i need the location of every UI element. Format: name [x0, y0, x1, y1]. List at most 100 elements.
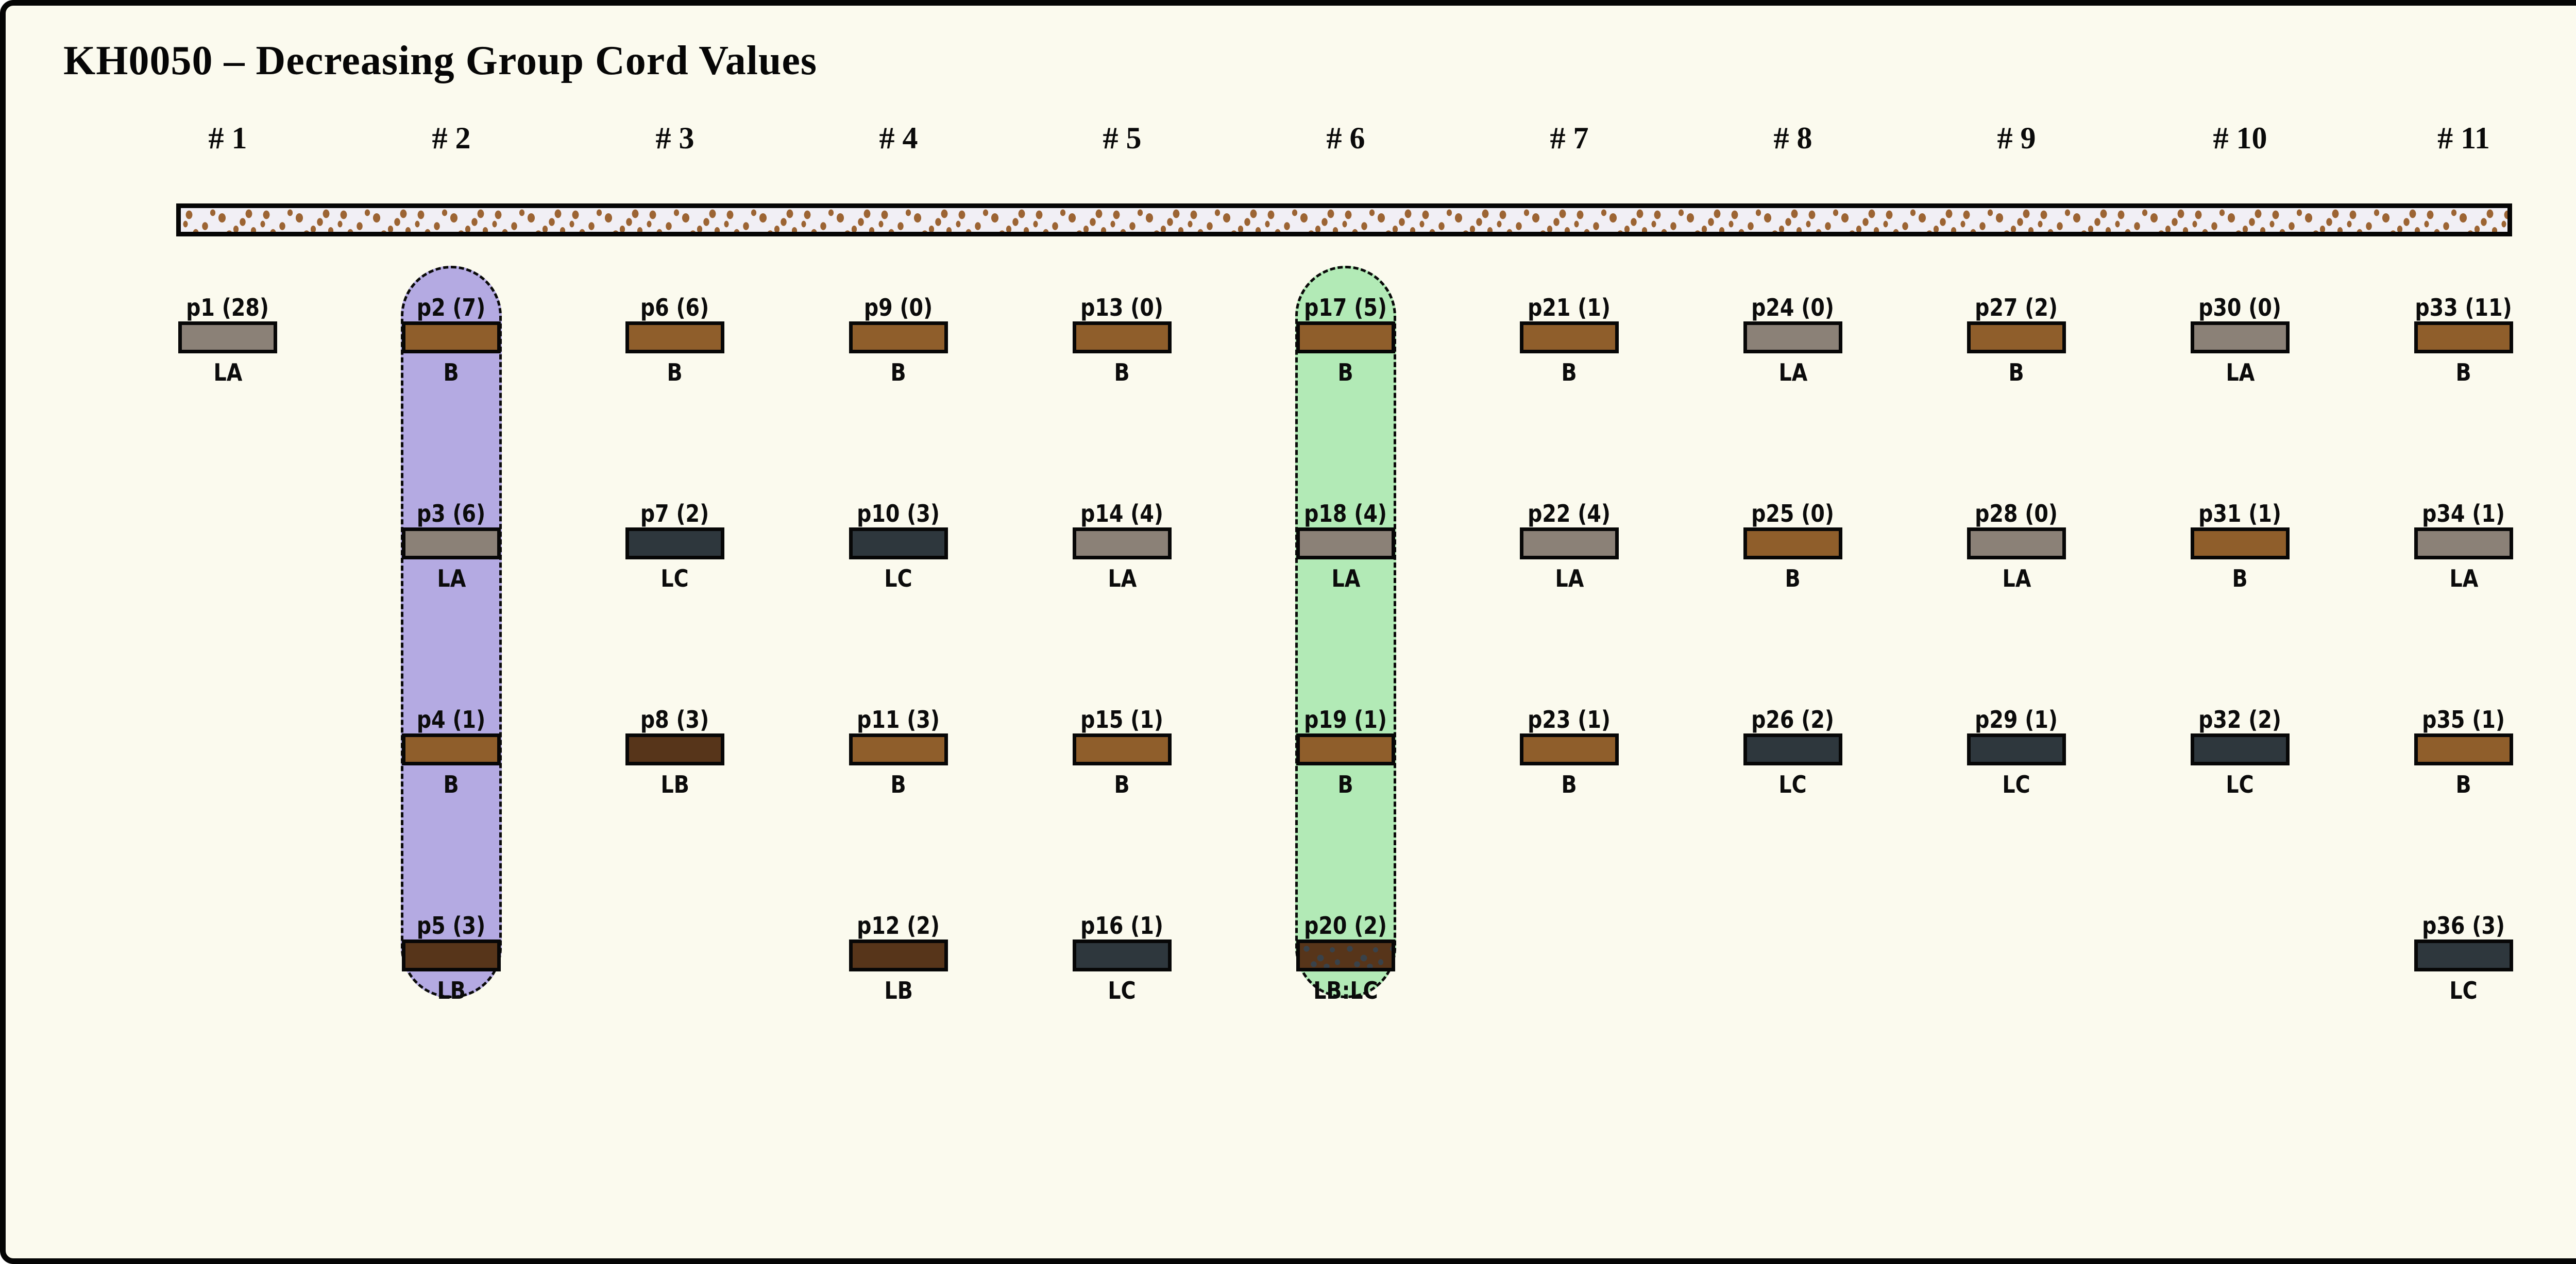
- item-label: p2 (7): [379, 292, 523, 321]
- item-label: p8 (3): [603, 704, 747, 733]
- item-label-text: p8 (3): [640, 706, 709, 733]
- item-type-label: B: [1721, 559, 1865, 592]
- cord-item-p12: p12 (2) LB: [826, 910, 971, 1004]
- item-type-bar: [1073, 940, 1172, 971]
- item-label-text: p23 (1): [1528, 706, 1611, 733]
- item-type-label: B: [1050, 353, 1194, 386]
- item-label-text: p5 (3): [417, 912, 486, 940]
- column-header-1: # 1: [208, 121, 247, 155]
- item-type-bar: [1296, 733, 1395, 765]
- item-type-label: LA: [1944, 559, 2089, 592]
- item-type-bar: [1296, 321, 1395, 353]
- item-label-text: p16 (1): [1080, 912, 1164, 940]
- item-label-text: p32 (2): [2198, 706, 2282, 733]
- item-type-label: B: [2168, 559, 2312, 592]
- item-type-label: LA: [2168, 353, 2312, 386]
- item-type-label: LC: [2392, 971, 2536, 1004]
- item-type-label: LB:LC: [1274, 971, 1418, 1004]
- item-type-text: B: [2455, 771, 2472, 798]
- cord-item-p19: p19 (1) B: [1274, 704, 1418, 798]
- cord-item-p30: p30 (0) LA: [2168, 292, 2312, 386]
- item-label-text: p11 (3): [857, 706, 940, 733]
- item-type-label: B: [826, 353, 971, 386]
- cord-item-p5: p5 (3) LB: [379, 910, 523, 1004]
- item-type-label: LC: [1944, 765, 2089, 798]
- item-label-text: p17 (5): [1304, 294, 1387, 321]
- item-label: p3 (6): [379, 498, 523, 527]
- column-header-6: # 6: [1326, 121, 1365, 155]
- item-label-text: p27 (2): [1975, 294, 2058, 321]
- item-label: p21 (1): [1497, 292, 1641, 321]
- item-label-text: p21 (1): [1528, 294, 1611, 321]
- item-type-bar: [1743, 733, 1842, 765]
- item-type-text: LA: [437, 565, 466, 592]
- item-type-label: LC: [1721, 765, 1865, 798]
- item-label: p14 (4): [1050, 498, 1194, 527]
- item-type-text: LA: [2002, 565, 2031, 592]
- item-type-bar: [849, 527, 948, 559]
- item-type-label: LA: [1721, 353, 1865, 386]
- item-label-text: p1 (28): [186, 294, 269, 321]
- item-label: p28 (0): [1944, 498, 2089, 527]
- item-type-label: LB: [603, 765, 747, 798]
- item-label-text: p18 (4): [1304, 500, 1387, 527]
- item-label: p5 (3): [379, 910, 523, 940]
- item-type-bar: [2191, 321, 2290, 353]
- item-type-bar: [402, 321, 501, 353]
- item-label: p34 (1): [2392, 498, 2536, 527]
- item-type-bar: [849, 733, 948, 765]
- item-type-label: LC: [603, 559, 747, 592]
- column-header-3: # 3: [655, 121, 694, 155]
- cord-item-p4: p4 (1) B: [379, 704, 523, 798]
- item-label-text: p6 (6): [640, 294, 709, 321]
- cord-item-p9: p9 (0) B: [826, 292, 971, 386]
- item-type-bar: [1520, 733, 1619, 765]
- item-label-text: p28 (0): [1975, 500, 2058, 527]
- item-label: p26 (2): [1721, 704, 1865, 733]
- item-type-bar: [2414, 527, 2513, 559]
- item-type-text: LB:LC: [1313, 977, 1378, 1004]
- item-type-label: LC: [2168, 765, 2312, 798]
- item-label-text: p19 (1): [1304, 706, 1387, 733]
- cord-item-p13: p13 (0) B: [1050, 292, 1194, 386]
- item-label: p30 (0): [2168, 292, 2312, 321]
- item-label-text: p22 (4): [1528, 500, 1611, 527]
- item-type-label: LC: [826, 559, 971, 592]
- item-type-bar: [2191, 527, 2290, 559]
- cord-item-p7: p7 (2) LC: [603, 498, 747, 592]
- item-type-bar: [1296, 527, 1395, 559]
- highlight-capsule-green: [1295, 266, 1396, 998]
- item-type-label: LC: [1050, 971, 1194, 1004]
- item-type-text: B: [2008, 358, 2025, 386]
- item-type-bar: [1073, 321, 1172, 353]
- item-type-bar: [1296, 940, 1395, 971]
- item-type-label: B: [379, 765, 523, 798]
- cord-item-p26: p26 (2) LC: [1721, 704, 1865, 798]
- item-type-text: B: [443, 771, 460, 798]
- cord-item-p23: p23 (1) B: [1497, 704, 1641, 798]
- cord-item-p3: p3 (6) LA: [379, 498, 523, 592]
- item-type-text: LC: [1108, 977, 1137, 1004]
- item-type-bar: [1520, 527, 1619, 559]
- column-header-2: # 2: [432, 121, 471, 155]
- item-type-bar: [402, 733, 501, 765]
- item-label: p6 (6): [603, 292, 747, 321]
- item-type-label: LA: [156, 353, 300, 386]
- item-type-text: LA: [1108, 565, 1137, 592]
- item-type-text: LC: [2002, 771, 2031, 798]
- item-type-text: LA: [1331, 565, 1360, 592]
- item-type-bar: [625, 321, 724, 353]
- item-type-label: B: [1274, 353, 1418, 386]
- item-type-label: LB: [379, 971, 523, 1004]
- item-label: p23 (1): [1497, 704, 1641, 733]
- item-label: p27 (2): [1944, 292, 2089, 321]
- item-type-text: B: [2232, 565, 2248, 592]
- item-label-text: p7 (2): [640, 500, 709, 527]
- item-type-text: B: [1114, 358, 1130, 386]
- item-type-text: LB: [660, 771, 689, 798]
- cord-item-p22: p22 (4) LA: [1497, 498, 1641, 592]
- item-label: p11 (3): [826, 704, 971, 733]
- item-label-text: p9 (0): [864, 294, 933, 321]
- item-label-text: p2 (7): [417, 294, 486, 321]
